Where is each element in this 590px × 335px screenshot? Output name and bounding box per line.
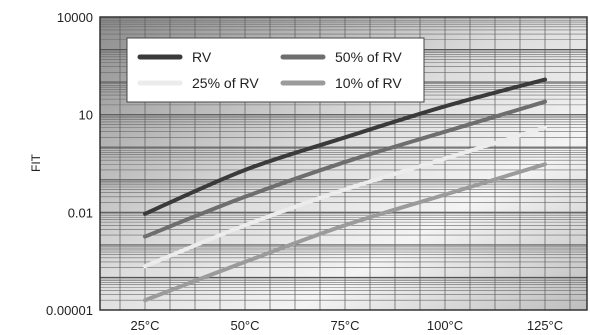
series-line-3 <box>143 125 547 269</box>
y-tick-label: 0.00001 <box>46 303 93 318</box>
series-line-4 <box>143 162 547 303</box>
plot-frame <box>99 16 588 311</box>
y-tick-label: 10000 <box>57 10 93 25</box>
legend-label: RV <box>192 49 212 65</box>
x-tick-label: 100°C <box>427 318 463 333</box>
x-tick-label: 75°C <box>330 318 359 333</box>
legend-label: 25% of RV <box>192 75 259 91</box>
legend: RV 50% of RV 25% of RV 10% of RV <box>126 37 425 103</box>
x-tick-label: 125°C <box>527 318 563 333</box>
x-tick-labels: 25°C 50°C 75°C 100°C 125°C <box>130 318 563 333</box>
series-line-2 <box>143 99 547 239</box>
y-tick-label: 10 <box>79 108 93 123</box>
x-tick-label: 50°C <box>230 318 259 333</box>
y-axis-label: FIT <box>29 153 43 172</box>
y-tick-labels: 10000 10 0.01 0.00001 <box>46 10 93 318</box>
legend-label: 50% of RV <box>335 49 402 65</box>
series-line-1 <box>143 77 547 216</box>
x-tick-label: 25°C <box>130 318 159 333</box>
legend-box <box>126 37 425 103</box>
series-lines <box>143 77 547 303</box>
legend-label: 10% of RV <box>335 75 402 91</box>
y-tick-label: 0.01 <box>68 205 93 220</box>
